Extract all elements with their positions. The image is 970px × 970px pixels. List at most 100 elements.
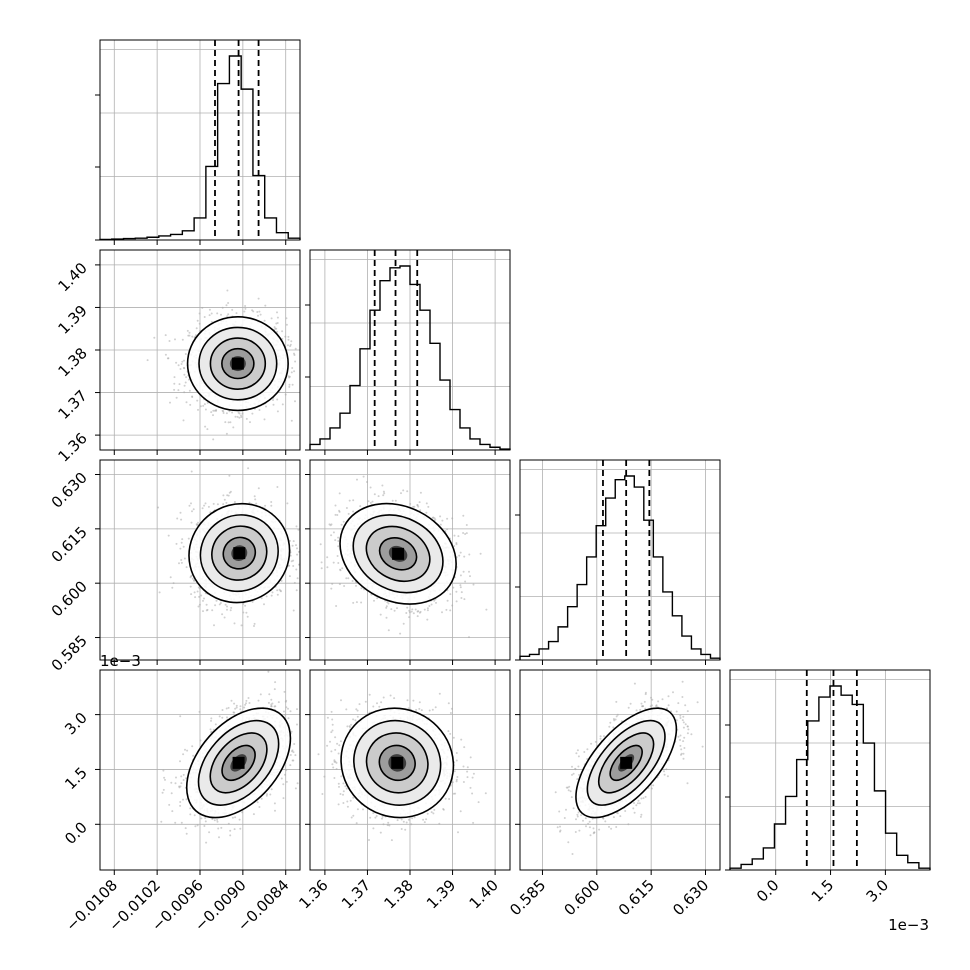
scatter-point [199,739,202,742]
histogram-0 [99,55,301,241]
scatter-point [191,510,193,513]
scatter-point [485,608,488,611]
scatter-point [205,603,208,606]
scatter-point [234,816,237,819]
scatter-point [479,552,482,555]
scatter-point [295,568,298,571]
scatter-point [183,384,186,387]
scatter-point [246,615,249,618]
scatter-point [463,555,466,558]
scatter-point [286,502,289,505]
scatter-point [458,554,461,557]
scatter-point [255,502,258,505]
scatter-point [238,818,241,821]
scatter-point [464,533,467,535]
scatter-point [441,519,444,522]
scatter-point [253,495,256,498]
scatter-point [204,425,207,428]
scatter-point [203,597,205,600]
scatter-point [338,509,341,512]
scatter-point [320,561,323,564]
scatter-point [182,366,185,369]
scatter-point [233,702,236,705]
scatter-point [227,494,230,497]
scatter-point [226,605,228,608]
scatter-point [195,327,198,330]
scatter-point [169,401,171,404]
scatter-point [202,599,204,602]
scatter-point [208,314,211,317]
scatter-point [402,489,405,492]
scatter-point [294,400,296,403]
scatter-point [225,432,228,435]
scatter-point [330,523,333,526]
scatter-point [188,504,191,507]
scatter-point [352,499,355,502]
scatter-point [178,383,181,386]
scatter-point [204,408,207,411]
scatter-point [222,494,225,497]
scatter-point [294,754,297,757]
scatter-point [371,500,374,503]
scatter-point [207,505,210,508]
scatter-point [362,475,365,478]
scatter-point [182,773,185,776]
scatter-point [405,612,408,614]
scatter-point [452,586,455,589]
panel-1-0 [95,249,301,455]
scatter-point [174,338,176,341]
scatter-point [393,609,396,612]
density-max [392,547,405,560]
scatter-point [245,611,248,614]
scatter-point [335,605,338,607]
scatter-point [187,537,190,540]
scatter-point [198,312,201,315]
scatter-point [173,382,176,385]
scatter-point [276,398,279,401]
scatter-point [186,749,189,752]
scatter-point [189,403,192,406]
scatter-point [183,359,185,362]
panel-3-0 [95,669,301,875]
scatter-point [283,690,286,693]
scatter-point [446,528,449,531]
scatter-point [446,599,449,602]
scatter-point [290,371,293,374]
scatter-point [202,404,205,407]
scatter-point [291,367,294,369]
scatter-point [428,605,431,607]
density-max [231,357,244,370]
scatter-point [453,534,456,537]
scatter-point [460,591,463,594]
scatter-point [231,411,234,414]
panel-2-0 [95,459,301,665]
scatter-point [197,605,200,608]
scatter-point [225,501,228,504]
scatter-point [284,393,287,396]
scatter-point [216,503,219,506]
scatter-point [417,505,420,508]
scatter-point [414,608,417,611]
scatter-point [345,507,348,509]
scatter-point [288,383,291,386]
scatter-point [184,748,186,751]
scatter-point [240,624,243,627]
scatter-point [460,597,463,599]
scatter-point [272,403,275,406]
scatter-point [290,419,293,422]
scatter-point [352,601,355,604]
scatter-point [202,610,204,613]
scatter-point [459,574,462,577]
scatter-point [376,597,379,600]
scatter-point [191,395,194,398]
scatter-point [168,340,171,342]
scatter-point [293,354,296,356]
scatter-point [337,545,340,548]
scatter-point [359,505,362,508]
scatter-point [276,322,279,324]
scatter-point [180,518,183,521]
scatter-point [293,581,296,584]
scatter-point [360,601,363,604]
scatter-point [272,399,274,401]
scatter-point [232,426,235,429]
